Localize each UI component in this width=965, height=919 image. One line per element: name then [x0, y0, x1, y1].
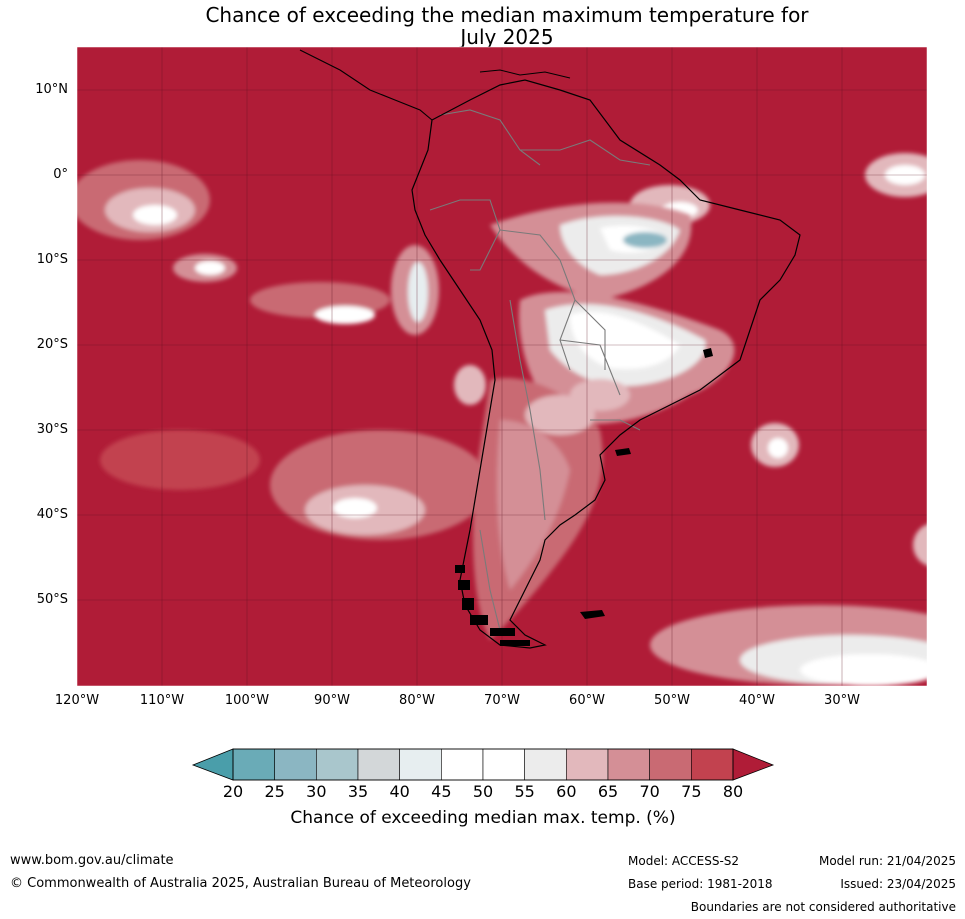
colorbar-segment — [691, 748, 734, 781]
colorbar-tick-label: 20 — [222, 782, 244, 801]
colorbar-segment — [607, 748, 650, 781]
colorbar-tick-label: 55 — [514, 782, 535, 801]
title-line-2: July 2025 — [460, 25, 554, 49]
colorbar-tick-label: 80 — [722, 782, 744, 801]
lon-label-80w: 80°W — [399, 693, 435, 708]
base-period: Base period: 1981-2018 — [628, 877, 773, 891]
graticule — [77, 47, 927, 686]
forecast-map — [76, 46, 928, 687]
copyright-text: © Commonwealth of Australia 2025, Austra… — [10, 876, 471, 891]
south-america-coastline — [411, 79, 801, 649]
colorbar-label: Chance of exceeding median max. temp. (%… — [290, 808, 676, 828]
colorbar-segment — [649, 748, 692, 781]
lat-label-0: 0° — [53, 167, 68, 182]
colorbar-tick-label: 30 — [306, 782, 327, 801]
lon-label-50w: 50°W — [654, 693, 690, 708]
chile-fjords — [455, 565, 530, 646]
lon-label-120w: 120°W — [54, 693, 100, 708]
colorbar-segment — [232, 748, 275, 781]
boundary-disclaimer: Boundaries are not considered authoritat… — [690, 900, 956, 914]
lat-label-10n: 10°N — [35, 82, 68, 97]
lat-label-20s: 20°S — [36, 337, 68, 352]
colorbar-segment — [441, 748, 484, 781]
land-anomaly-patches — [473, 202, 735, 640]
colorbar-segment — [566, 748, 609, 781]
lon-label-90w: 90°W — [314, 693, 350, 708]
colorbar-tick-label: 45 — [431, 782, 452, 801]
colorbar-segment — [482, 748, 525, 781]
colorbar-segment — [524, 748, 567, 781]
country-borders — [429, 109, 651, 631]
colorbar-segment — [274, 748, 317, 781]
colorbar-high-extension — [732, 748, 775, 781]
colorbar-segment — [399, 748, 442, 781]
lon-label-30w: 30°W — [824, 693, 860, 708]
lon-label-70w: 70°W — [484, 693, 520, 708]
map-frame — [76, 46, 928, 687]
lat-label-50s: 50°S — [36, 592, 68, 607]
lon-label-110w: 110°W — [139, 693, 185, 708]
colorbar-tick-label: 25 — [264, 782, 285, 801]
colorbar-tick-label: 60 — [556, 782, 577, 801]
colorbar-low-extension — [191, 748, 234, 781]
website-link[interactable]: www.bom.gov.au/climate — [10, 853, 174, 868]
colorbar-segment — [357, 748, 400, 781]
colorbar-frame — [232, 748, 734, 781]
lat-label-40s: 40°S — [36, 507, 68, 522]
colorbar-tick-label: 65 — [597, 782, 619, 801]
colorbar-segments — [232, 748, 734, 781]
colorbar-segment — [316, 748, 359, 781]
colorbar-tick-label: 35 — [347, 782, 369, 801]
lon-label-100w: 100°W — [224, 693, 270, 708]
colorbar-tick-label: 40 — [389, 782, 410, 801]
colorbar-tick-label: 75 — [681, 782, 702, 801]
lon-label-60w: 60°W — [569, 693, 605, 708]
colorbar-tick-label: 50 — [472, 782, 494, 801]
chart-title: Chance of exceeding the median maximum t… — [0, 4, 965, 48]
model-name: Model: ACCESS-S2 — [628, 854, 740, 868]
lon-label-40w: 40°W — [739, 693, 775, 708]
title-line-1: Chance of exceeding the median maximum t… — [205, 3, 809, 27]
issued-date: Issued: 23/04/2025 — [840, 877, 956, 891]
lat-label-30s: 30°S — [36, 422, 68, 437]
model-run-date: Model run: 21/04/2025 — [818, 854, 956, 868]
central-america-coastline — [299, 49, 433, 121]
ocean-anomaly-patches — [77, 153, 927, 686]
lat-label-10s: 10°S — [36, 252, 68, 267]
colorbar-tick-label: 70 — [639, 782, 660, 801]
